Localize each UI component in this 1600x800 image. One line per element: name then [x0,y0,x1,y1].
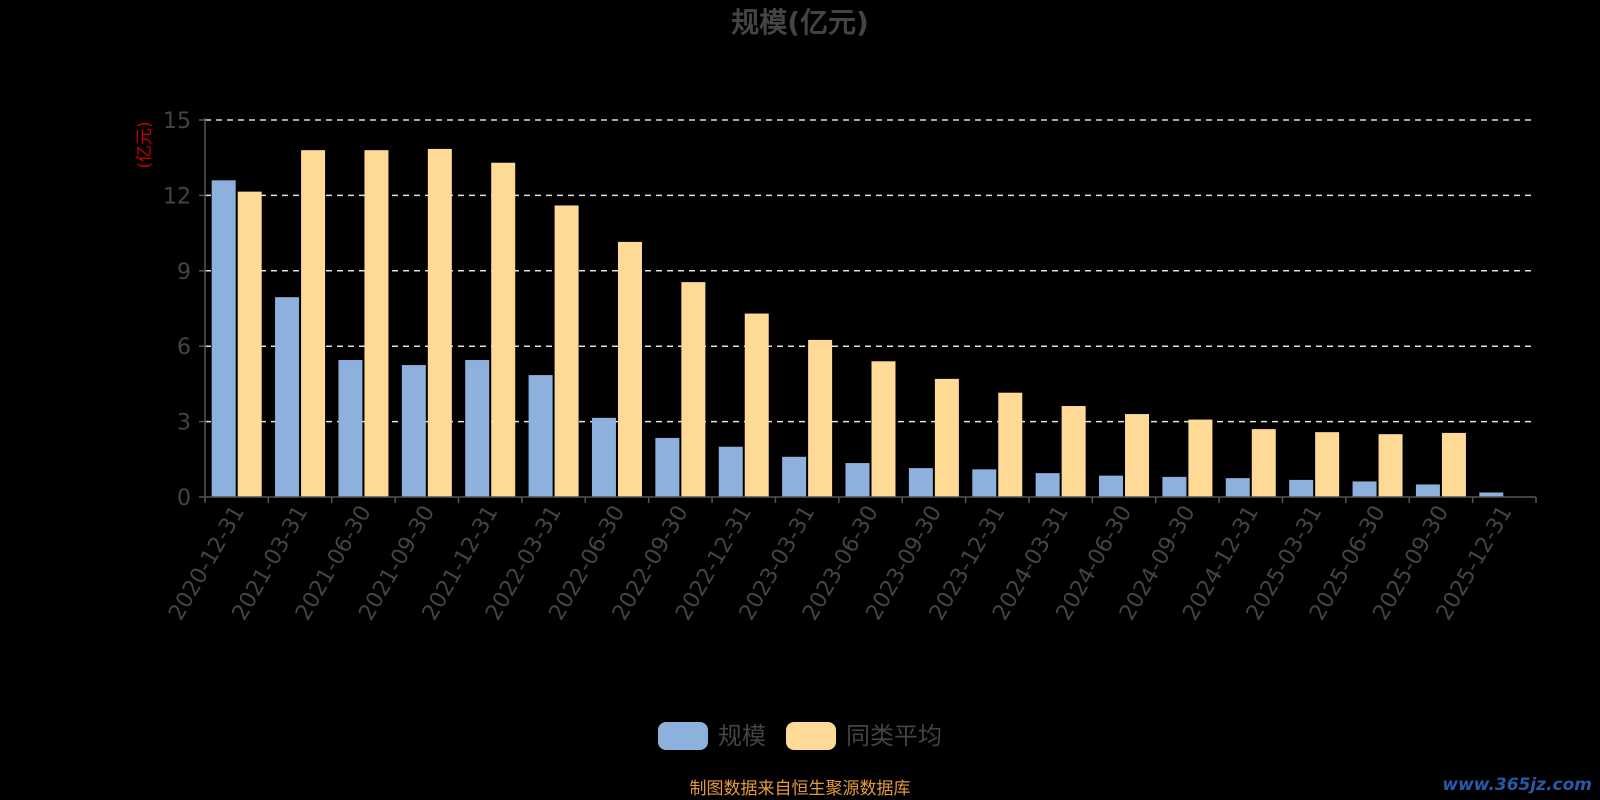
bar-scale[interactable] [528,375,553,497]
bar-scale[interactable] [1162,476,1187,497]
bar-scale[interactable] [275,297,300,497]
bar-peer-average[interactable] [237,191,262,497]
bar-peer-average[interactable] [1061,406,1086,497]
bar-scale[interactable] [1289,479,1314,497]
bar-peer-average[interactable] [871,361,896,497]
bar-scale[interactable] [1352,481,1377,497]
bar-scale[interactable] [1479,492,1504,497]
bar-peer-average[interactable] [998,392,1023,497]
y-axis-unit-label: (亿元) [135,121,155,168]
bar-peer-average[interactable] [427,148,452,498]
bar-peer-average[interactable] [1315,432,1340,497]
bar-scale[interactable] [972,469,997,497]
bar-peer-average[interactable] [1378,434,1403,497]
y-tick-label: 3 [177,411,191,436]
bar-peer-average[interactable] [808,339,833,497]
bar-scale[interactable] [401,365,426,497]
bar-peer-average[interactable] [1441,432,1466,497]
gridlines [205,119,1536,423]
bar-peer-average[interactable] [1188,419,1213,497]
legend-swatch[interactable] [658,722,708,750]
bar-peer-average[interactable] [491,162,516,497]
bar-scale[interactable] [655,437,680,497]
bar-scale[interactable] [718,446,743,497]
legend-label[interactable]: 同类平均 [846,722,942,750]
bar-peer-average[interactable] [554,205,579,497]
bar-peer-average[interactable] [681,282,706,497]
bar-scale[interactable] [908,468,933,497]
bar-peer-average[interactable] [1125,414,1150,497]
bars [211,148,1504,498]
bar-peer-average[interactable] [301,150,326,497]
bar-scale[interactable] [211,180,236,497]
y-tick-label: 6 [177,335,191,360]
y-tick-label: 12 [163,184,191,209]
legend-swatch[interactable] [786,722,836,750]
bar-scale[interactable] [591,417,616,497]
bar-peer-average[interactable] [364,150,389,497]
y-tick-label: 0 [177,486,191,511]
legend-label[interactable]: 规模 [718,722,766,750]
data-source-note: 制图数据来自恒生聚源数据库 [690,779,911,799]
bar-peer-average[interactable] [934,378,959,497]
legend[interactable]: 规模 同类平均 [658,722,942,750]
bar-scale[interactable] [1415,484,1440,497]
y-tick-label: 9 [177,260,191,285]
bar-scale[interactable] [338,360,363,497]
bar-scale[interactable] [782,456,807,497]
bar-peer-average[interactable] [617,241,642,497]
bar-scale[interactable] [465,360,490,497]
bar-scale[interactable] [845,463,870,497]
chart-title: 规模(亿元) [731,6,869,39]
bar-peer-average[interactable] [1251,429,1276,497]
site-watermark: www.365jz.com [1442,775,1592,795]
bar-scale[interactable] [1035,473,1060,497]
bar-peer-average[interactable] [744,313,769,497]
bar-scale[interactable] [1225,478,1250,497]
y-tick-label: 15 [163,109,191,134]
bar-scale[interactable] [1099,475,1124,497]
